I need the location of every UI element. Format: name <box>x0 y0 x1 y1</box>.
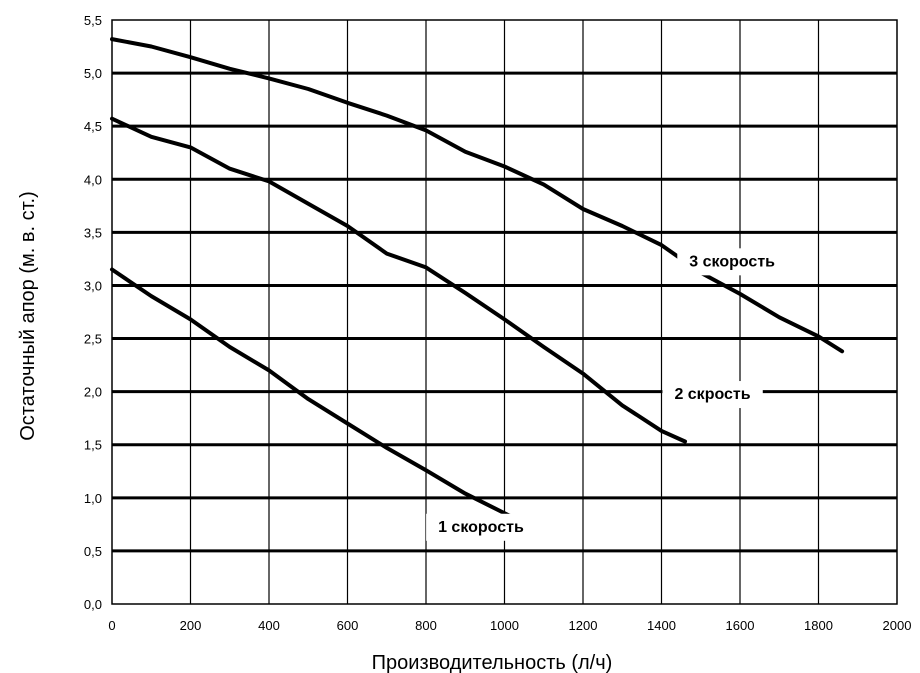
x-tick-label: 1600 <box>726 618 755 633</box>
y-tick-label: 0,5 <box>84 544 102 559</box>
y-tick-label: 5,0 <box>84 66 102 81</box>
x-tick-label: 1000 <box>490 618 519 633</box>
x-tick-label: 400 <box>258 618 280 633</box>
tick-labels: 0 200 400 600 800 1000 1200 1400 1600 1800 2000 0,0… <box>84 13 912 633</box>
y-tick-label: 4,5 <box>84 119 102 134</box>
plot-frame <box>111 19 898 605</box>
y-tick-label: 0,0 <box>84 597 102 612</box>
curves <box>110 37 845 522</box>
x-tick-label: 0 <box>108 618 115 633</box>
series-labels: 1 скорость 2 скрость 3 скорость <box>426 248 788 541</box>
x-tick-label: 200 <box>180 618 202 633</box>
y-tick-label: 1,0 <box>84 491 102 506</box>
y-axis-title: Остаточный апор (м. в. ст.) <box>17 191 39 441</box>
series-line-3 <box>110 37 845 354</box>
y-tick-label: 2,5 <box>84 332 102 347</box>
series-label-1: 1 скорость <box>438 519 524 536</box>
y-tick-label: 2,0 <box>84 385 102 400</box>
y-tick-label: 3,5 <box>84 225 102 240</box>
y-tick-label: 1,5 <box>84 438 102 453</box>
y-tick-label: 3,0 <box>84 278 102 293</box>
series-line-2 <box>110 116 687 444</box>
y-tick-label: 5,5 <box>84 13 102 28</box>
series-line-1 <box>110 267 519 522</box>
x-tick-label: 1400 <box>647 618 676 633</box>
x-tick-label: 600 <box>337 618 359 633</box>
y-tick-label: 4,0 <box>84 172 102 187</box>
x-tick-label: 1200 <box>569 618 598 633</box>
series-label-2: 2 скрость <box>674 386 750 403</box>
x-tick-label: 1800 <box>804 618 833 633</box>
series-label-background <box>662 381 763 409</box>
grid <box>112 20 897 604</box>
x-axis-title: Производительность (л/ч) <box>372 652 613 673</box>
x-tick-label: 2000 <box>883 618 912 633</box>
x-tick-label: 800 <box>415 618 437 633</box>
series-label-background <box>426 513 536 541</box>
series-label-background <box>677 248 788 276</box>
series-label-3: 3 скорость <box>689 253 775 270</box>
